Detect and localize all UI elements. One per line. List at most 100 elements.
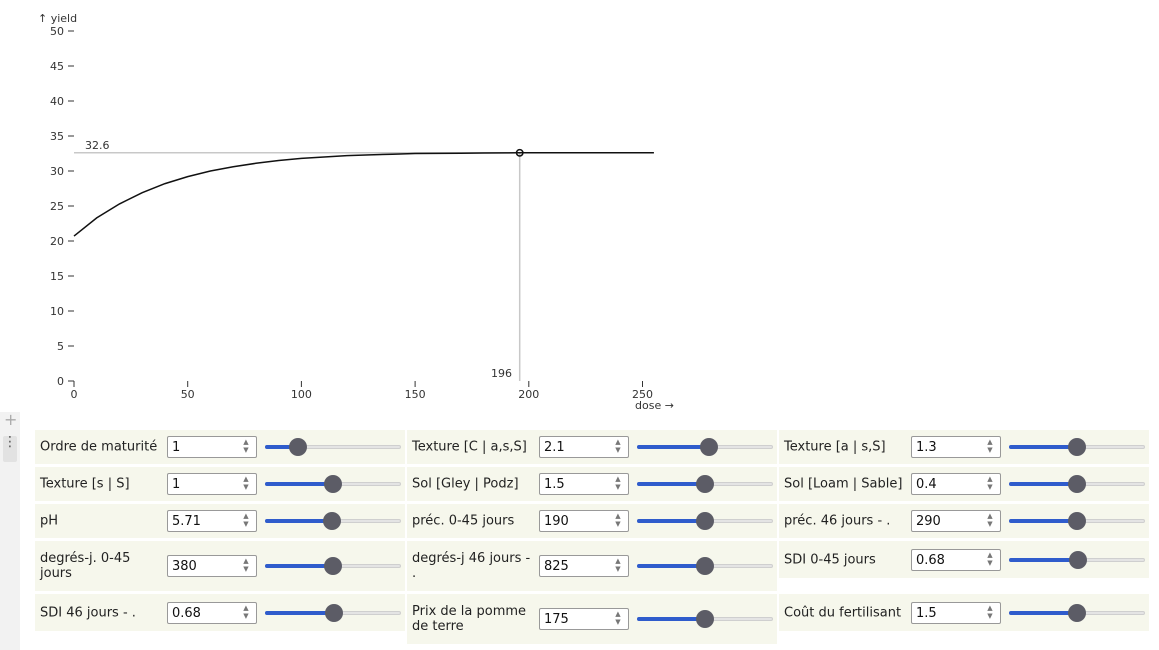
slider-thumb[interactable] (288, 438, 307, 456)
slider-thumb[interactable] (1069, 550, 1088, 569)
slider-thumb[interactable] (700, 438, 719, 456)
x-tick-label: 200 (518, 388, 539, 401)
slider-thumb[interactable] (324, 557, 342, 575)
slider-thumb[interactable] (696, 610, 714, 628)
control-cell: Texture [s | S] 1 ▲ ▼ (35, 467, 405, 501)
spinner-icon[interactable]: ▲ ▼ (987, 512, 993, 528)
range-slider[interactable] (1009, 603, 1145, 622)
range-slider[interactable] (265, 603, 401, 622)
number-input[interactable]: 1 ▲ ▼ (167, 436, 257, 458)
slider-thumb[interactable] (1068, 475, 1086, 493)
control-label: SDI 46 jours - . (40, 605, 136, 620)
control-cell: Texture [a | s,S] 1.3 ▲ ▼ (779, 430, 1149, 464)
slider-thumb[interactable] (696, 475, 714, 493)
number-input[interactable]: 1.3 ▲ ▼ (911, 436, 1001, 458)
number-input[interactable]: 290 ▲ ▼ (911, 510, 1001, 532)
spinner-icon[interactable]: ▲ ▼ (987, 603, 993, 620)
control-label: préc. 46 jours - . (784, 513, 891, 529)
number-input[interactable]: 1.5 ▲ ▼ (911, 601, 1001, 624)
spinner-icon[interactable]: ▲ ▼ (987, 550, 993, 567)
slider-thumb[interactable] (324, 475, 342, 493)
number-input[interactable]: 5.71 ▲ ▼ (167, 510, 257, 532)
number-input-value: 1.3 (916, 440, 937, 455)
optimum-point (515, 148, 524, 157)
yield-curve (73, 152, 654, 237)
spinner-icon[interactable]: ▲ ▼ (243, 603, 249, 620)
range-slider[interactable] (637, 438, 773, 456)
x-axis: 0 50 100 150 200 250 (71, 381, 653, 401)
range-slider[interactable] (1009, 512, 1145, 530)
number-input[interactable]: 0.4 ▲ ▼ (911, 473, 1001, 495)
y-tick-label: 0 (57, 375, 64, 388)
slider-fill (637, 617, 705, 621)
number-input[interactable]: 380 ▲ ▼ (167, 555, 257, 577)
number-input[interactable]: 190 ▲ ▼ (539, 510, 629, 532)
number-input[interactable]: 2.1 ▲ ▼ (539, 436, 629, 458)
range-slider[interactable] (637, 610, 773, 628)
control-cell: degrés-j. 0-45 jours 380 ▲ ▼ (35, 541, 405, 591)
number-input[interactable]: 0.68 ▲ ▼ (911, 548, 1001, 571)
spinner-icon[interactable]: ▲ ▼ (615, 438, 621, 454)
control-cell: Prix de la pomme de terre 175 ▲ ▼ (407, 594, 777, 644)
control-label: pH (40, 513, 59, 529)
number-input-value: 1 (172, 477, 181, 492)
slider-thumb[interactable] (696, 557, 714, 575)
x-axis-label: dose → (635, 399, 674, 412)
slider-thumb[interactable] (1068, 603, 1086, 622)
y-tick-label: 30 (50, 165, 64, 178)
y-tick-label: 40 (50, 95, 64, 108)
slider-fill (637, 445, 710, 449)
range-slider[interactable] (265, 557, 401, 575)
number-input[interactable]: 1 ▲ ▼ (167, 473, 257, 495)
range-slider[interactable] (637, 557, 773, 575)
number-input-value: 825 (544, 559, 569, 574)
number-input-value: 1.5 (544, 477, 565, 492)
slider-fill (1009, 482, 1077, 486)
slider-thumb[interactable] (325, 603, 344, 622)
slider-thumb[interactable] (322, 512, 341, 530)
y-axis: 0 5 10 15 20 25 30 35 40 45 50 (50, 25, 74, 388)
number-input[interactable]: 825 ▲ ▼ (539, 555, 629, 577)
optimum-guides (74, 152, 654, 381)
slider-fill (265, 564, 333, 568)
control-label: Ordre de maturité (40, 439, 158, 455)
y-tick-label: 35 (50, 130, 64, 143)
cell-gutter: + ⋮ (0, 412, 20, 650)
number-input[interactable]: 175 ▲ ▼ (539, 608, 629, 630)
optimum-yield-label: 32.6 (85, 139, 110, 152)
spinner-icon[interactable]: ▲ ▼ (615, 557, 621, 573)
control-cell: Ordre de maturité 1 ▲ ▼ (35, 430, 405, 464)
control-cell: SDI 0-45 jours 0.68 ▲ ▼ (779, 541, 1149, 578)
control-cell: Coût du fertilisant 1.5 ▲ ▼ (779, 594, 1149, 631)
range-slider[interactable] (265, 438, 401, 456)
slider-thumb[interactable] (1068, 512, 1086, 530)
spinner-icon[interactable]: ▲ ▼ (243, 557, 249, 573)
slider-fill (1009, 557, 1079, 562)
number-input[interactable]: 0.68 ▲ ▼ (167, 601, 257, 624)
range-slider[interactable] (1009, 438, 1145, 456)
control-label: Coût du fertilisant (784, 605, 902, 620)
range-slider[interactable] (265, 512, 401, 530)
x-tick-label: 0 (71, 388, 78, 401)
range-slider[interactable] (637, 512, 773, 530)
spinner-icon[interactable]: ▲ ▼ (243, 438, 249, 454)
slider-fill (637, 519, 705, 523)
range-slider[interactable] (1009, 475, 1145, 493)
spinner-icon[interactable]: ▲ ▼ (615, 610, 621, 626)
spinner-icon[interactable]: ▲ ▼ (243, 475, 249, 491)
number-input[interactable]: 1.5 ▲ ▼ (539, 473, 629, 495)
spinner-icon[interactable]: ▲ ▼ (243, 512, 249, 528)
cell-menu-icon[interactable]: ⋮ (3, 435, 17, 462)
add-cell-icon[interactable]: + (4, 410, 18, 429)
slider-thumb[interactable] (696, 512, 714, 530)
spinner-icon[interactable]: ▲ ▼ (615, 475, 621, 491)
range-slider[interactable] (637, 475, 773, 493)
spinner-icon[interactable]: ▲ ▼ (615, 512, 621, 528)
range-slider[interactable] (265, 475, 401, 493)
spinner-icon[interactable]: ▲ ▼ (987, 438, 993, 454)
range-slider[interactable] (1009, 550, 1145, 569)
y-tick-label: 50 (50, 25, 64, 38)
slider-thumb[interactable] (1068, 438, 1086, 456)
spinner-icon[interactable]: ▲ ▼ (987, 475, 993, 491)
slider-fill (1009, 610, 1077, 615)
